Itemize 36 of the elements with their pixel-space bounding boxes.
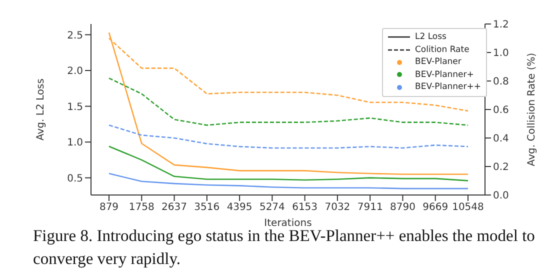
line-series: [108, 146, 469, 182]
legend-label: BEV-Planner+: [415, 68, 474, 81]
y2-tick-label: 0.0: [493, 190, 509, 202]
y-tick-label: 1.5: [67, 102, 83, 113]
caption: Figure 8. Introducing ego status in the BEV-Planner++ enables the model to converge very rapidly.: [33, 226, 536, 270]
annotation: L2 Loss: [415, 31, 446, 44]
annotation: Colition Rate: [415, 44, 470, 56]
y2-tick-label: 1.2: [493, 20, 509, 31]
y-tick-label: 2.5: [67, 30, 83, 42]
line-series: [108, 124, 469, 149]
y-tick-label: 1.0: [67, 138, 83, 149]
x-axis-title: Iterations: [264, 218, 312, 229]
x-tick-label: 7911: [357, 202, 383, 214]
x-tick-label: 10548: [452, 202, 484, 214]
x-tick-label: 7032: [324, 202, 350, 214]
x-tick-label: 2637: [162, 202, 188, 214]
x-tick-label: 8790: [390, 202, 416, 214]
y-tick-label: 2.0: [67, 66, 83, 78]
x-tick-label: 5274: [259, 202, 285, 214]
line-series: [108, 172, 469, 190]
legend-label: BEV-Planner++: [415, 81, 482, 94]
y2-tick-label: 0.8: [493, 76, 509, 88]
x-tick-label: 4395: [226, 202, 252, 214]
x-tick-label: 879: [99, 202, 119, 214]
y-axis-title: Avg. L2 Loss: [36, 78, 47, 140]
x-tick-label: 3516: [194, 202, 220, 214]
y-tick-label: 0.5: [67, 173, 83, 184]
y2-tick-label: 0.4: [493, 134, 509, 145]
x-tick-label: 1758: [128, 202, 154, 214]
y2-tick-label: 0.2: [493, 162, 509, 174]
legend-label: BEV-Planer: [415, 56, 462, 68]
x-tick-label: 6153: [292, 202, 318, 214]
y2-tick-label: 1.0: [493, 48, 509, 60]
y2-axis-title: Avg. Collision Rate (%): [526, 52, 538, 166]
y2-tick-label: 0.6: [493, 105, 509, 116]
x-tick-label: 9669: [422, 202, 448, 214]
